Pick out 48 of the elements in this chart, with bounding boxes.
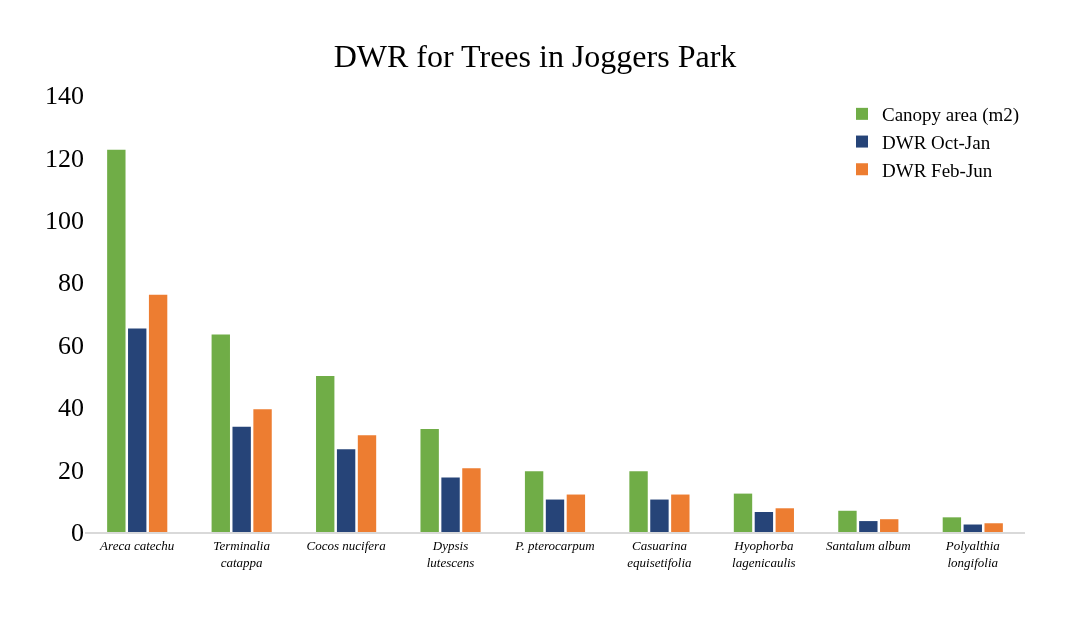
y-tick-label: 60: [58, 330, 84, 360]
x-tick-label: Terminalia catappa: [213, 537, 271, 570]
bar: [775, 508, 794, 532]
bar: [629, 471, 648, 532]
x-tick-label: Areca catechu: [99, 537, 175, 553]
y-tick-label: 140: [45, 81, 84, 111]
legend-label: DWR Oct-Jan: [882, 131, 991, 153]
bar: [733, 493, 753, 532]
x-tick-label: Polyalthia longifolia: [944, 537, 1001, 570]
y-tick-label: 40: [58, 393, 84, 423]
y-tick-label: 20: [58, 455, 84, 485]
bar: [524, 471, 544, 532]
bar: [357, 435, 377, 532]
y-tick-label: 120: [45, 143, 84, 173]
legend-label: Canopy area (m2): [882, 104, 1020, 127]
bar: [942, 517, 962, 532]
bar: [420, 428, 439, 532]
bar: [671, 494, 690, 532]
bar: [253, 409, 272, 532]
x-tick-label: Santalum album: [825, 537, 911, 553]
bar: [859, 521, 878, 532]
bar: [838, 510, 857, 532]
bar: [545, 499, 565, 532]
bar: [148, 294, 168, 532]
x-tick-label: Cocos nucifera: [306, 537, 387, 553]
bar: [232, 426, 251, 532]
bar: [963, 524, 982, 532]
chart-title: DWR for Trees in Joggers Park: [333, 38, 737, 75]
bar: [316, 375, 335, 532]
legend-label: DWR Feb-Jun: [882, 159, 993, 181]
x-tick-label: Dypsis lutescens: [426, 537, 475, 570]
bar: [754, 512, 774, 532]
bar: [984, 523, 1003, 532]
x-tick-label: P. pterocarpum: [514, 537, 595, 553]
bar: [128, 328, 147, 532]
bar: [107, 149, 126, 532]
bar: [566, 494, 586, 532]
bar: [441, 477, 460, 532]
x-tick-label: Casuarina equisetifolia: [627, 537, 693, 570]
y-tick-label: 0: [71, 518, 84, 548]
y-tick-label: 80: [58, 268, 84, 298]
y-tick-label: 100: [45, 205, 84, 235]
bar: [462, 468, 481, 532]
bar: [336, 449, 356, 532]
bar: [650, 499, 669, 532]
bar: [211, 334, 230, 532]
bar: [880, 519, 899, 532]
x-tick-label: Hyophorba lagenicaulis: [732, 537, 796, 570]
